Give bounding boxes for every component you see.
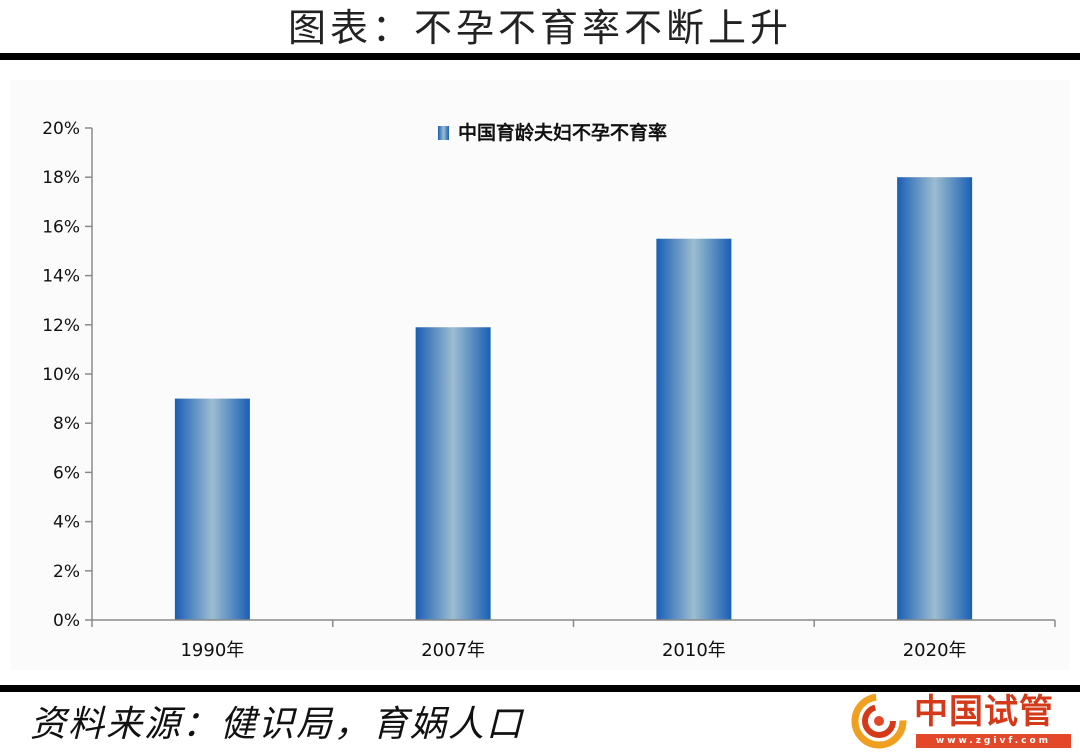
- bar-2010年: [656, 238, 732, 620]
- y-tick-label: 16%: [42, 217, 80, 237]
- bar-2007年: [415, 327, 491, 620]
- legend-label: 中国育龄夫妇不孕不育率: [458, 121, 667, 144]
- source-note: 资料来源：健识局，育娲人口: [30, 704, 525, 745]
- y-tick-label: 4%: [53, 513, 80, 533]
- page-title: 图表：不孕不育率不断上升: [287, 6, 792, 50]
- x-tick-label: 2007年: [421, 640, 485, 661]
- watermark-name: 中国试管: [914, 692, 1054, 732]
- y-tick-label: 12%: [42, 316, 80, 336]
- y-tick-label: 14%: [42, 267, 80, 287]
- x-tick-label: 2010年: [662, 640, 726, 661]
- y-tick-label: 18%: [42, 168, 80, 188]
- y-tick-label: 8%: [53, 414, 80, 434]
- zgivf-logo-icon: [851, 693, 907, 749]
- y-tick-label: 6%: [53, 463, 80, 483]
- y-tick-label: 0%: [53, 611, 80, 631]
- watermark-url: www.zgivf.com: [916, 734, 1071, 748]
- footer-divider: [0, 685, 1080, 692]
- y-tick-label: 20%: [42, 119, 80, 139]
- y-tick-label: 10%: [42, 365, 80, 385]
- x-tick-label: 1990年: [180, 640, 244, 661]
- bar-2020年: [897, 177, 973, 620]
- bar-1990年: [174, 398, 250, 620]
- legend: 中国育龄夫妇不孕不育率: [438, 121, 667, 144]
- x-tick-label: 2020年: [903, 640, 967, 661]
- chart-area: 0% 2% 4% 6% 8% 10% 12% 14% 16% 18% 20% 1990年 2007年 2…: [10, 80, 1070, 670]
- bar-chart: 0% 2% 4% 6% 8% 10% 12% 14% 16% 18% 20% 1990年 2007年 2…: [42, 119, 1056, 661]
- y-tick-label: 2%: [53, 562, 80, 582]
- title-divider: [0, 53, 1080, 60]
- watermark: 中国试管 www.zgivf.com: [850, 690, 1075, 752]
- legend-swatch: [438, 126, 449, 140]
